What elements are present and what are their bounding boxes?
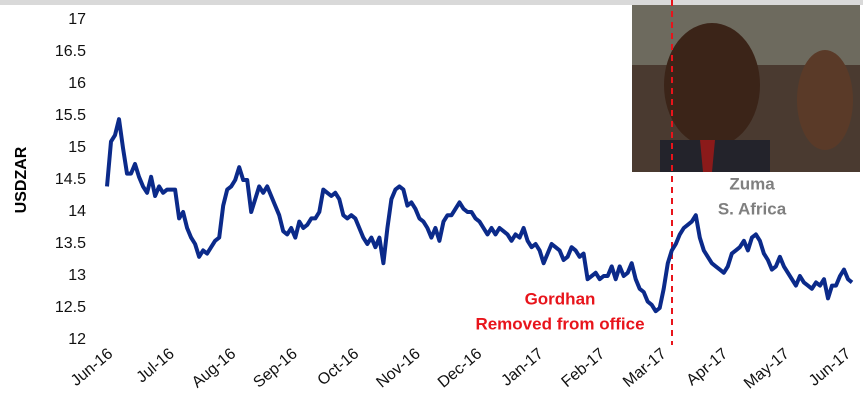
y-tick-label: 12.5 [55,299,86,316]
x-tick-label: Mar-17 [620,345,670,391]
x-tick-label: Jun-16 [68,345,116,390]
photo [632,5,860,172]
top-band [0,0,863,5]
series-line [105,117,854,314]
annotation: Zuma [729,174,775,193]
y-tick-label: 17 [68,11,86,28]
annotation: S. Africa [718,199,787,218]
x-tick-label: Oct-16 [315,345,363,389]
x-tick-label: Jun-17 [806,345,854,390]
y-tick-label: 15 [68,139,86,156]
y-tick-label: 12 [68,331,86,348]
y-tick-label: 13.5 [55,235,86,252]
x-tick-label: May-17 [741,345,793,392]
annotation: Removed from office [475,314,644,333]
x-tick-label: Jan-17 [498,345,546,390]
y-tick-label: 14.5 [55,171,86,188]
annotation: Gordhan [525,289,596,308]
x-tick-label: Nov-16 [373,345,424,391]
y-tick-label: 14 [68,203,86,220]
y-tick-label: 16 [68,75,86,92]
y-tick-label: 15.5 [55,107,86,124]
y-tick-label: 16.5 [55,43,86,60]
x-tick-label: Apr-17 [684,345,732,389]
y-tick-label: 13 [68,267,86,284]
x-tick-label: Sep-16 [250,345,301,391]
x-tick-label: Dec-16 [435,345,486,391]
x-tick-label: Jul-16 [133,345,177,386]
x-tick-label: Aug-16 [189,345,240,391]
y-axis-label: USDZAR [13,146,30,213]
x-tick-label: Feb-17 [559,345,609,391]
